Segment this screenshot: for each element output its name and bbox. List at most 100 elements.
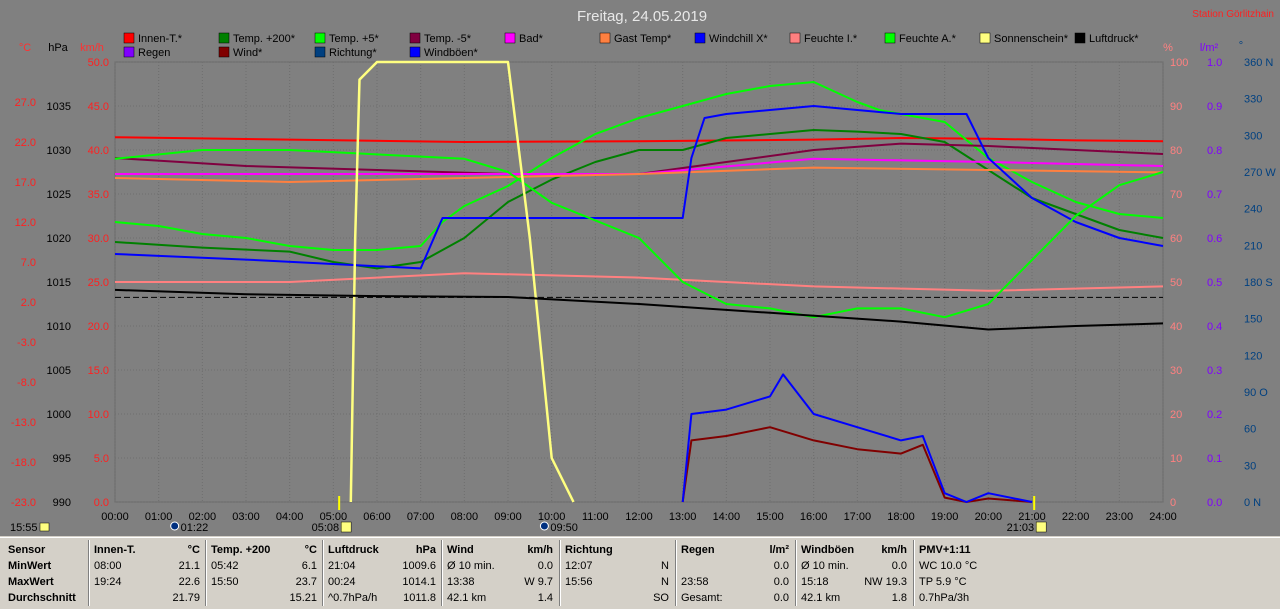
legend-label: Bad* xyxy=(519,33,544,45)
legend-swatch xyxy=(409,46,421,58)
cell: 08:00 xyxy=(94,560,122,572)
y-tick-label: 270 W xyxy=(1244,167,1276,179)
y-tick-label: 180 S xyxy=(1244,277,1273,289)
series-line xyxy=(114,149,1164,319)
x-tick-label: 20:00 xyxy=(975,511,1003,523)
header-pmv: PMV+1:11 xyxy=(919,544,971,556)
series-line xyxy=(114,166,1164,183)
time-now-label: 15:55 xyxy=(10,522,38,534)
legend-label: Innen-T.* xyxy=(138,33,183,45)
col-luftdruck: Luftdruck hPa 21:04 1009.6 00:24 1014.1 ^0.… xyxy=(324,540,440,608)
moon-icon xyxy=(170,521,180,531)
x-tick-label: 01:00 xyxy=(145,511,173,523)
separator xyxy=(205,540,207,606)
x-tick-label: 10:00 xyxy=(538,511,566,523)
header-innen: Innen-T. xyxy=(94,544,136,556)
y-tick-label: -13.0 xyxy=(11,417,36,429)
y-tick-label: 30.0 xyxy=(88,233,109,245)
y-tick-label: 22.0 xyxy=(15,137,36,149)
unit-temp: °C xyxy=(19,42,31,54)
y-tick-label: 50 xyxy=(1170,277,1182,289)
legend-label: Gast Temp* xyxy=(614,33,672,45)
stats-table: Sensor MinWert MaxWert Durchschnitt Inne… xyxy=(0,537,1280,609)
series-line xyxy=(114,136,1164,143)
y-tick-label: 10 xyxy=(1170,453,1182,465)
unit-direction: ° xyxy=(1239,40,1243,52)
legend-swatch xyxy=(218,46,230,58)
y-tick-label: 1005 xyxy=(47,365,71,377)
cell: 15.21 xyxy=(289,592,317,604)
legend-label: Temp. -5* xyxy=(424,33,472,45)
separator xyxy=(88,540,90,606)
y-tick-label: 0.6 xyxy=(1207,233,1222,245)
legend-label: Richtung* xyxy=(329,47,377,59)
x-tick-label: 00:00 xyxy=(101,511,129,523)
weather-chart: Freitag, 24.05.2019 Station Görlitzhain … xyxy=(0,0,1280,536)
y-tick-label: 1035 xyxy=(47,101,71,113)
y-tick-label: 210 xyxy=(1244,240,1262,252)
sunset-label: 21:03 xyxy=(1007,522,1035,534)
x-tick-label: 03:00 xyxy=(232,511,260,523)
y-tick-label: 150 xyxy=(1244,314,1262,326)
y-tick-label: 80 xyxy=(1170,145,1182,157)
y-tick-label: 240 xyxy=(1244,204,1262,216)
y-tick-label: 1.0 xyxy=(1207,57,1222,69)
cell: Ø 10 min. xyxy=(447,560,495,572)
cell: 0.0 xyxy=(891,560,907,572)
y-tick-label: 30 xyxy=(1244,460,1256,472)
cell: 1011.8 xyxy=(403,592,436,604)
y-tick-label: 45.0 xyxy=(88,101,109,113)
unit-pressure: hPa xyxy=(48,42,68,54)
x-tick-label: 21:00 xyxy=(1018,511,1046,523)
x-tick-label: 11:00 xyxy=(582,511,609,523)
sun-icon xyxy=(340,521,352,533)
cell: 13:38 xyxy=(447,576,475,588)
cell: N xyxy=(661,560,669,572)
separator xyxy=(913,540,915,606)
cell: 0.0 xyxy=(773,576,789,588)
legend-label: Sonnenschein* xyxy=(994,33,1069,45)
y-tick-label: 30 xyxy=(1170,365,1182,377)
x-tick-label: 12:00 xyxy=(625,511,653,523)
legend-label: Wind* xyxy=(233,47,263,59)
y-tick-label: 25.0 xyxy=(88,277,109,289)
separator xyxy=(559,540,561,606)
y-tick-label: 40.0 xyxy=(88,145,109,157)
y-tick-label: 995 xyxy=(53,453,71,465)
legend-label: Feuchte I.* xyxy=(804,33,858,45)
cell: 1014.1 xyxy=(402,576,436,588)
x-tick-label: 15:00 xyxy=(756,511,784,523)
x-tick-label: 23:00 xyxy=(1106,511,1134,523)
cell: 05:42 xyxy=(211,560,239,572)
legend-label: Feuchte A.* xyxy=(899,33,957,45)
cell: Gesamt: xyxy=(681,592,723,604)
sun-icon xyxy=(39,522,50,532)
x-tick-label: 18:00 xyxy=(887,511,915,523)
time-markers: 05:08 21:03 01:22 09:50 15:55 xyxy=(10,496,1047,534)
legend-label: Temp. +200* xyxy=(233,33,296,45)
axis-units: °C hPa km/h% l/m² ° xyxy=(19,40,1243,54)
legend-label: Regen xyxy=(138,47,170,59)
x-tick-label: 22:00 xyxy=(1062,511,1090,523)
x-tick-label: 16:00 xyxy=(800,511,828,523)
y-tick-label: 1025 xyxy=(47,189,71,201)
header-windboeen: Windböen xyxy=(801,544,855,556)
chart-title: Freitag, 24.05.2019 xyxy=(577,8,707,25)
separator xyxy=(795,540,797,606)
cell: 21.79 xyxy=(172,592,200,604)
x-tick-label: 05:00 xyxy=(320,511,348,523)
legend-swatch xyxy=(409,32,421,44)
cell: 42.1 km xyxy=(447,592,487,604)
series-line xyxy=(114,105,1164,270)
y-tick-label: 0.0 xyxy=(94,497,109,509)
cell: 1.4 xyxy=(537,592,553,604)
series-line xyxy=(681,373,1033,503)
legend-swatch xyxy=(694,32,706,44)
legend-swatch xyxy=(123,46,135,58)
y-tick-label: 0 N xyxy=(1244,497,1261,509)
y-tick-label: 15.0 xyxy=(88,365,109,377)
y-tick-label: -3.0 xyxy=(17,337,36,349)
unit-humidity: % xyxy=(1163,42,1173,54)
moon-icon xyxy=(539,521,549,531)
cell: 19:24 xyxy=(94,576,122,588)
